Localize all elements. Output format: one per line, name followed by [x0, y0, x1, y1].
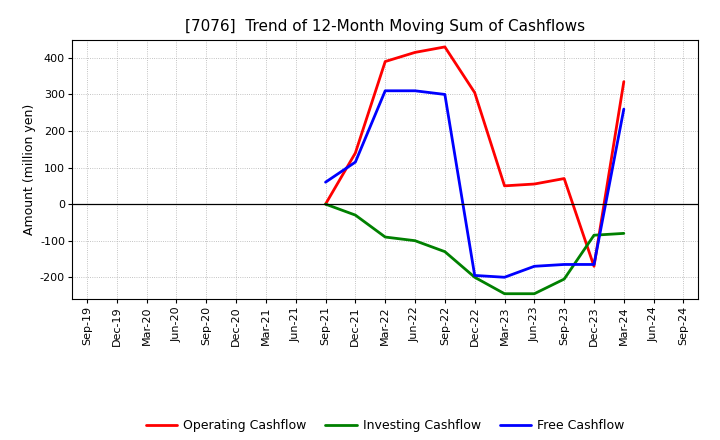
Investing Cashflow — [619, 231, 628, 236]
Investing Cashflow — [500, 291, 509, 297]
Investing Cashflow — [590, 233, 598, 238]
Free Cashflow — [590, 262, 598, 267]
Line: Free Cashflow: Free Cashflow — [325, 91, 624, 277]
Operating Cashflow — [500, 183, 509, 188]
Investing Cashflow — [530, 291, 539, 297]
Free Cashflow — [410, 88, 419, 93]
Free Cashflow — [530, 264, 539, 269]
Operating Cashflow — [381, 59, 390, 64]
Free Cashflow — [321, 180, 330, 185]
Title: [7076]  Trend of 12-Month Moving Sum of Cashflows: [7076] Trend of 12-Month Moving Sum of C… — [185, 19, 585, 34]
Investing Cashflow — [441, 249, 449, 254]
Line: Investing Cashflow: Investing Cashflow — [325, 204, 624, 294]
Free Cashflow — [619, 106, 628, 112]
Free Cashflow — [470, 273, 479, 278]
Operating Cashflow — [530, 181, 539, 187]
Investing Cashflow — [321, 202, 330, 207]
Y-axis label: Amount (million yen): Amount (million yen) — [23, 104, 36, 235]
Operating Cashflow — [590, 264, 598, 269]
Investing Cashflow — [351, 213, 360, 218]
Operating Cashflow — [410, 50, 419, 55]
Investing Cashflow — [470, 275, 479, 280]
Operating Cashflow — [560, 176, 569, 181]
Operating Cashflow — [619, 79, 628, 84]
Free Cashflow — [500, 275, 509, 280]
Free Cashflow — [351, 159, 360, 165]
Line: Operating Cashflow: Operating Cashflow — [325, 47, 624, 266]
Investing Cashflow — [381, 235, 390, 240]
Free Cashflow — [560, 262, 569, 267]
Free Cashflow — [381, 88, 390, 93]
Free Cashflow — [441, 92, 449, 97]
Investing Cashflow — [410, 238, 419, 243]
Operating Cashflow — [351, 150, 360, 156]
Operating Cashflow — [470, 90, 479, 95]
Legend: Operating Cashflow, Investing Cashflow, Free Cashflow: Operating Cashflow, Investing Cashflow, … — [141, 414, 629, 437]
Investing Cashflow — [560, 276, 569, 282]
Operating Cashflow — [321, 202, 330, 207]
Operating Cashflow — [441, 44, 449, 50]
